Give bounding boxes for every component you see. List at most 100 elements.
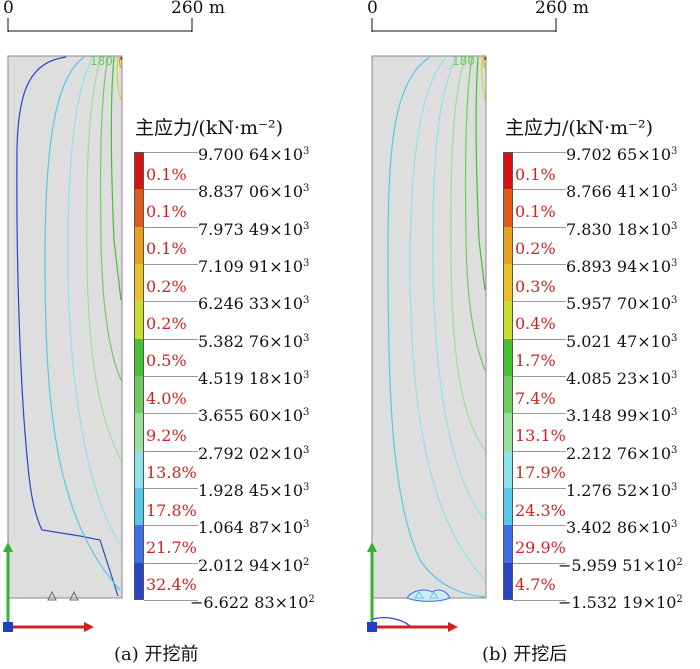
legend-swatch xyxy=(503,562,513,601)
scale-end-a: 260 m xyxy=(171,0,225,18)
legend-tick-line xyxy=(144,450,198,452)
legend-percent-label: 0.1% xyxy=(515,202,556,221)
legend-tick-line xyxy=(513,264,566,265)
legend-percent-label: 0.1% xyxy=(146,202,187,221)
scale-start-a: 0 xyxy=(3,0,14,18)
legend-percent-label: 32.4% xyxy=(146,575,197,595)
legend-value-label: −5.959 51×102 xyxy=(558,555,683,575)
legend-swatch xyxy=(134,338,144,377)
legend-percent-label: 29.9% xyxy=(515,538,566,557)
legend-percent-label: 4.0% xyxy=(146,388,187,408)
legend-tick-line xyxy=(144,413,198,415)
legend-bar-frame xyxy=(503,152,513,600)
legend-swatch xyxy=(134,413,144,452)
legend-tick-line xyxy=(513,301,566,303)
scale-end-b: 260 m xyxy=(535,0,589,18)
legend-value-label: 2.792 02×103 xyxy=(198,443,310,463)
legend-value-label: 3.148 99×103 xyxy=(566,406,678,426)
legend-swatch xyxy=(134,376,144,414)
legend-tick-line xyxy=(513,376,566,377)
legend-swatch xyxy=(503,301,513,340)
legend-tick-line xyxy=(513,189,566,191)
legend-percent-label: 4.7% xyxy=(515,575,556,595)
legend-percent-label: 0.3% xyxy=(515,276,556,296)
legend-percent-label: 24.3% xyxy=(515,500,566,520)
legend-tick-line xyxy=(513,488,566,489)
legend-value-label: −6.622 83×102 xyxy=(190,593,315,612)
legend-swatch xyxy=(134,301,144,340)
legend-bar-frame xyxy=(134,152,144,600)
legend-tick-line xyxy=(144,189,198,191)
legend-percent-label: 21.7% xyxy=(146,538,197,557)
legend-swatch xyxy=(134,525,144,564)
legend-swatch xyxy=(503,226,513,265)
legend-value-label: 8.837 06×103 xyxy=(198,182,310,202)
legend-value-label: 2.012 94×102 xyxy=(198,555,310,575)
legend-percent-label: 0.1% xyxy=(146,164,187,184)
legend-tick-line xyxy=(513,152,566,153)
legend-swatch xyxy=(503,413,513,452)
legend-percent-label: 7.4% xyxy=(515,388,556,408)
legend-tick-line xyxy=(144,488,198,489)
legend-swatch xyxy=(503,338,513,377)
legend-percent-label: 1.7% xyxy=(515,351,556,371)
legend-tick-line xyxy=(144,338,198,340)
legend-percent-label: 0.4% xyxy=(515,314,556,333)
legend-percent-label: 17.9% xyxy=(515,463,566,483)
legend-percent-label: 13.1% xyxy=(515,426,566,445)
legend-swatch xyxy=(134,450,144,489)
legend-value-label: 1.276 52×103 xyxy=(566,481,678,500)
legend-tick-line xyxy=(513,562,566,564)
legend-value-label: 1.928 45×103 xyxy=(198,481,310,500)
legend-tick-line xyxy=(144,562,198,564)
legend-swatch xyxy=(134,488,144,526)
legend-swatch xyxy=(134,152,144,190)
legend-swatch xyxy=(503,264,513,302)
legend-percent-label: 0.2% xyxy=(146,276,187,296)
legend-tick-line xyxy=(144,525,198,527)
legend-percent-label: 13.8% xyxy=(146,463,197,483)
legend-value-label: 9.702 65×103 xyxy=(566,145,678,164)
scale-start-b: 0 xyxy=(367,0,378,18)
legend-tick-line xyxy=(513,413,566,415)
legend-percent-label: 0.2% xyxy=(146,314,187,333)
legend-value-label: 4.085 23×103 xyxy=(566,369,678,388)
legend-tick-line xyxy=(144,376,198,377)
legend-value-label: 5.382 76×103 xyxy=(198,331,310,351)
legend-swatch xyxy=(503,525,513,564)
legend-percent-label: 0.2% xyxy=(515,239,556,259)
legend-value-label: 6.893 94×103 xyxy=(566,257,678,276)
legend-swatch xyxy=(503,488,513,526)
legend-percent-label: 0.1% xyxy=(515,164,556,184)
legend-tick-line xyxy=(513,525,566,527)
legend-value-label: 4.519 18×103 xyxy=(198,369,310,388)
legend-swatch xyxy=(134,226,144,265)
legend-value-label: 3.655 60×103 xyxy=(198,406,310,426)
legend-value-label: 7.109 91×103 xyxy=(198,257,310,276)
contour-label-b: 180 xyxy=(452,54,475,68)
legend-percent-label: 0.1% xyxy=(146,239,187,259)
legend-tick-line xyxy=(513,450,566,452)
legend-swatch xyxy=(134,189,144,228)
legend-value-label: 9.700 64×103 xyxy=(198,145,310,164)
legend-tick-line xyxy=(513,600,566,601)
legend-value-label: −1.532 19×102 xyxy=(558,593,683,612)
legend-value-label: 5.021 47×103 xyxy=(566,331,678,351)
legend-value-label: 8.766 41×103 xyxy=(566,182,678,202)
legend-value-label: 7.973 49×103 xyxy=(198,219,310,239)
caption-a: (a) 开挖前 xyxy=(114,644,199,665)
legend-value-label: 1.064 87×103 xyxy=(198,518,310,538)
legend-tick-line xyxy=(144,600,198,601)
legend-swatch xyxy=(503,152,513,190)
legend-percent-label: 17.8% xyxy=(146,500,197,520)
legend-tick-line xyxy=(513,338,566,340)
legend-value-label: 7.830 18×103 xyxy=(566,219,678,239)
legend-value-label: 5.957 70×103 xyxy=(566,294,678,314)
legend-tick-line xyxy=(513,226,566,228)
legend-tick-line xyxy=(144,226,198,228)
legend-value-label: 6.246 33×103 xyxy=(198,294,310,314)
legend-swatch xyxy=(503,376,513,414)
